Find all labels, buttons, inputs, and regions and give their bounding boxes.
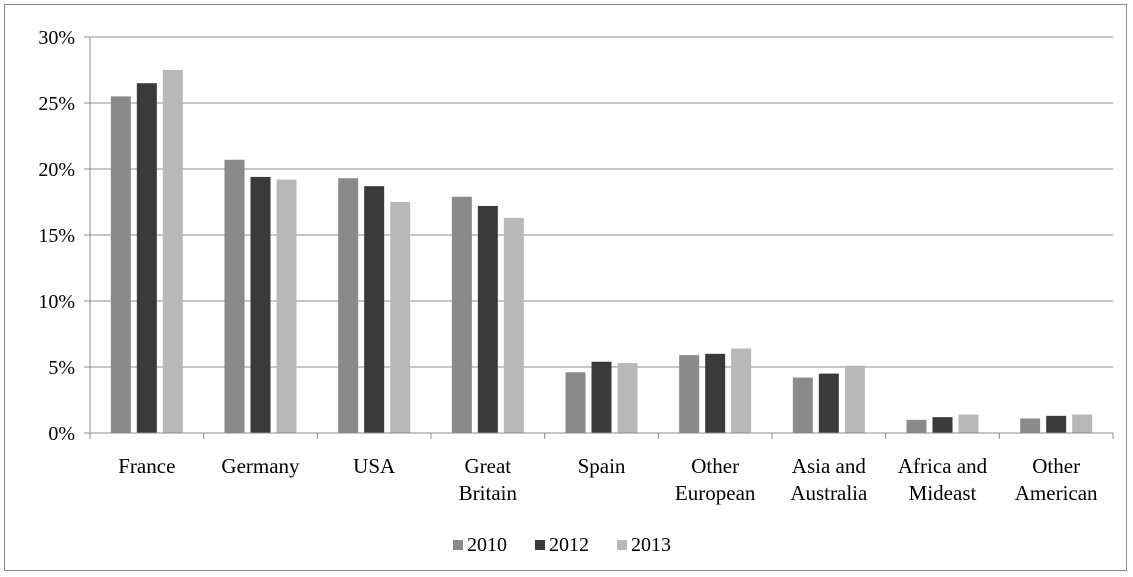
bar-2013 (958, 414, 979, 433)
bar-2010 (338, 178, 359, 433)
bar-2013 (1072, 414, 1093, 433)
bar-2012 (364, 186, 385, 433)
bar-2012 (705, 353, 726, 433)
y-tick-label: 15% (38, 225, 75, 247)
bar-2013 (503, 217, 524, 433)
chart-frame (4, 4, 1127, 571)
bar-2012 (250, 176, 271, 434)
legend-swatch-2010 (453, 540, 463, 550)
bar-2012 (591, 361, 612, 433)
bar-2010 (224, 159, 245, 433)
y-axis: 0% 5% 10% 15% 20% 25% 30% (38, 27, 91, 445)
bar-2013 (844, 365, 865, 433)
legend-swatch-2013 (617, 540, 627, 550)
bar-2010 (110, 96, 131, 434)
bar-2013 (276, 179, 297, 433)
y-tick-label: 20% (38, 159, 75, 181)
bar-2010 (679, 355, 700, 433)
bar-2010 (451, 196, 472, 433)
y-tick-label: 0% (48, 423, 75, 445)
bar-2010 (906, 419, 927, 433)
x-category-label: Great Britain (459, 454, 518, 505)
x-category-label: USA (353, 454, 396, 478)
x-category-label: Other European (675, 454, 756, 505)
bar-2010 (1020, 418, 1041, 433)
y-tick-label: 25% (38, 93, 75, 115)
x-category-label: Spain (578, 454, 626, 478)
y-tick-label: 30% (38, 27, 75, 49)
bar-2013 (162, 70, 183, 433)
bar-2012 (136, 83, 157, 433)
legend: 2010 2012 2013 (453, 534, 671, 556)
x-axis: France Germany USA Great Britain Spain Other Eu… (89, 432, 1114, 505)
legend-swatch-2012 (535, 540, 545, 550)
legend-label-2012: 2012 (549, 534, 589, 556)
bar-2013 (731, 348, 752, 433)
y-tick-label: 10% (38, 291, 75, 313)
bar-2012 (932, 417, 953, 433)
bar-2013 (617, 363, 638, 433)
bars (110, 70, 1093, 434)
bar-2010 (792, 377, 813, 433)
x-category-label: Africa and Mideast (898, 454, 988, 505)
x-category-label: Germany (221, 454, 300, 478)
bar-2012 (1046, 415, 1067, 433)
legend-label-2013: 2013 (631, 534, 671, 556)
x-category-label: Other American (1015, 454, 1098, 505)
bar-2012 (818, 373, 839, 433)
x-category-label: Asia and Australia (790, 454, 868, 505)
bar-2010 (565, 372, 586, 433)
x-category-label: France (118, 454, 175, 478)
legend-label-2010: 2010 (467, 534, 507, 556)
y-tick-label: 5% (48, 357, 75, 379)
bar-2012 (477, 205, 498, 433)
bar-2013 (390, 202, 411, 433)
